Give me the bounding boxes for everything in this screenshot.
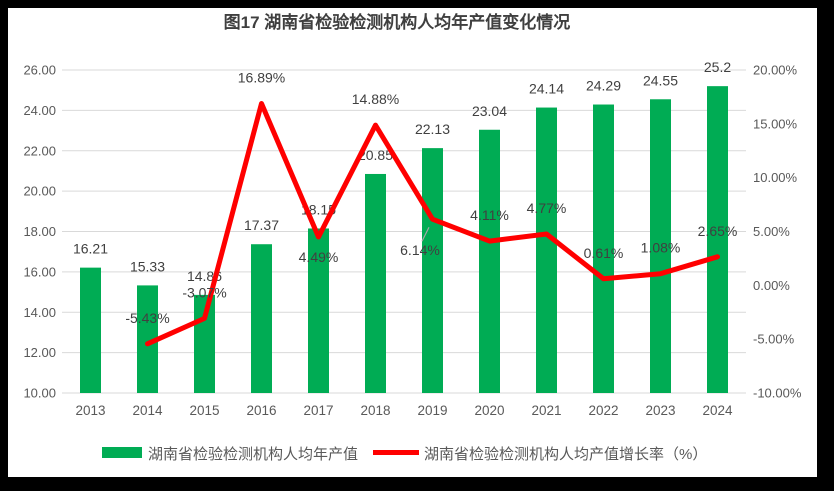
bar — [479, 129, 500, 393]
line-point-label: 16.89% — [238, 69, 285, 85]
line-point-label: 6.14% — [400, 242, 440, 258]
legend: 湖南省检验检测机构人均年产值 湖南省检验检测机构人均产值增长率（%） — [102, 446, 707, 463]
bar — [80, 267, 101, 393]
x-axis-tick-label: 2017 — [303, 403, 333, 418]
bar — [308, 228, 329, 393]
bar — [536, 107, 557, 393]
bar-value-label: 17.37 — [244, 217, 279, 233]
right-axis-tick-label: -5.00% — [753, 332, 795, 347]
bar — [137, 285, 158, 393]
x-axis-tick-label: 2020 — [474, 403, 504, 418]
bar-value-label: 24.55 — [643, 72, 678, 88]
line-point-label: 4.49% — [299, 249, 339, 265]
bar — [650, 99, 671, 393]
line-point-label: 2.65% — [698, 223, 738, 239]
x-axis-tick-label: 2019 — [417, 403, 447, 418]
right-axis-tick-label: 0.00% — [753, 278, 790, 293]
bar-value-label: 24.29 — [586, 78, 621, 94]
right-axis-tick-label: -10.00% — [753, 386, 802, 401]
chart-panel — [8, 8, 817, 477]
legend-line-swatch — [373, 450, 419, 455]
x-axis-ticks: 2013 2014 2015 2016 2017 2018 2019 2020 2021 2022… — [75, 403, 733, 418]
x-axis-tick-label: 2022 — [588, 403, 618, 418]
line-point-label: 0.61% — [584, 245, 624, 261]
x-axis-tick-label: 2013 — [75, 403, 105, 418]
line-point-label: 1.08% — [641, 240, 681, 256]
line-series — [145, 100, 720, 347]
line-point-label: 14.88% — [352, 91, 399, 107]
line-value-labels: -5.43% -3.07% 16.89% 4.49% 14.88% 6.14% 4.11% 4… — [125, 69, 737, 325]
left-axis-tick-label: 10.00 — [23, 386, 56, 401]
bar-value-label: 25.2 — [704, 59, 731, 75]
left-axis-tick-label: 26.00 — [23, 63, 56, 78]
right-axis-tick-label: 5.00% — [753, 224, 790, 239]
bar-value-label: 22.13 — [415, 121, 450, 137]
bar-value-label: 23.04 — [472, 103, 507, 119]
right-axis-tick-label: 20.00% — [753, 63, 798, 78]
right-axis-tick-label: 10.00% — [753, 170, 798, 185]
x-axis-tick-label: 2016 — [246, 403, 276, 418]
right-axis-ticks: 20.00% 15.00% 10.00% 5.00% 0.00% -5.00% -10.00… — [753, 63, 802, 401]
label-leader-line — [421, 226, 430, 242]
bar-value-label: 20.85 — [358, 147, 393, 163]
left-axis-tick-label: 12.00 — [23, 345, 56, 360]
legend-line-label: 湖南省检验检测机构人均产值增长率（%） — [424, 446, 707, 463]
legend-bar-label: 湖南省检验检测机构人均年产值 — [148, 446, 358, 463]
line-point-label: -5.43% — [125, 310, 169, 326]
x-axis-tick-label: 2015 — [189, 403, 219, 418]
growth-line — [145, 100, 720, 347]
bar — [422, 148, 443, 393]
left-axis-tick-label: 18.00 — [23, 224, 56, 239]
line-point-label: 4.11% — [470, 207, 509, 223]
x-axis-tick-label: 2024 — [702, 403, 733, 418]
x-axis-tick-label: 2018 — [360, 403, 390, 418]
left-axis-tick-label: 14.00 — [23, 305, 56, 320]
left-axis-tick-label: 22.00 — [23, 143, 56, 158]
left-axis-tick-label: 20.00 — [23, 184, 56, 199]
bar-value-label: 15.33 — [130, 258, 165, 274]
left-axis-tick-label: 16.00 — [23, 264, 56, 279]
x-axis-tick-label: 2021 — [531, 403, 561, 418]
legend-bar-swatch — [102, 447, 142, 458]
left-axis-ticks: 26.00 24.00 22.00 20.00 18.00 16.00 14.00 12.00… — [23, 63, 56, 401]
chart-title: 图17 湖南省检验检测机构人均年产值变化情况 — [224, 12, 571, 32]
bar — [251, 244, 272, 393]
line-point-label: 4.77% — [527, 200, 567, 216]
bar — [707, 86, 728, 394]
x-axis-tick-label: 2014 — [132, 403, 163, 418]
x-axis-tick-label: 2023 — [645, 403, 675, 418]
bar — [593, 104, 614, 393]
bar — [365, 173, 386, 393]
line-point-label: -3.07% — [182, 284, 226, 300]
right-axis-tick-label: 15.00% — [753, 116, 798, 131]
gridlines — [62, 69, 746, 394]
bar-value-label: 24.14 — [529, 81, 564, 97]
left-axis-tick-label: 24.00 — [23, 103, 56, 118]
bar-value-label: 16.21 — [73, 241, 108, 257]
